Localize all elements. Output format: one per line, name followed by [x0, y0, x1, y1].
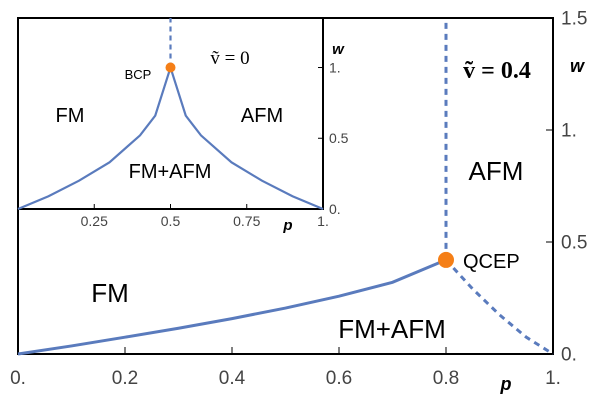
inset-xlabel: p	[282, 217, 292, 234]
inset-annotation: ṽ = 0	[210, 48, 249, 69]
main-ytick-label: 1.	[561, 121, 577, 142]
main-region-fm: FM	[91, 278, 129, 308]
inset-ytick-label: 1.	[329, 59, 341, 75]
main-ytick-label: 0.5	[561, 233, 587, 254]
main-xtick-label: 0.	[10, 368, 26, 389]
main-xtick-label: 0.2	[112, 368, 138, 389]
inset-axes: 0.25 0.5 0.75 1.0.0.51.	[81, 59, 349, 229]
main-xlabel: p	[500, 374, 512, 394]
main-ytick-label: 0.	[561, 345, 577, 366]
main-critical-point-marker	[438, 251, 454, 268]
inset-xtick-label: 0.5	[161, 213, 181, 229]
inset-plot-frame	[17, 17, 324, 210]
inset-series-solid-line	[17, 67, 172, 211]
inset-region-afm: AFM	[241, 105, 283, 127]
inset-ylabel: w	[332, 41, 345, 58]
main-annotation: ṽ = 0.4	[463, 58, 531, 84]
inset-point-label: BCP	[125, 67, 152, 82]
inset-series-solid-line	[169, 67, 324, 211]
inset-region-fm-afm: FM+AFM	[129, 161, 212, 183]
main-xtick-label: 0.8	[433, 368, 459, 389]
inset-xtick-label: 0.25	[81, 213, 108, 229]
main-xtick-label: 0.6	[326, 368, 352, 389]
inset-xtick-label: 1.	[317, 213, 329, 229]
inset-ytick-label: 0.5	[329, 130, 349, 146]
inset-series	[17, 18, 324, 211]
inset-region-fm: FM	[56, 105, 85, 127]
main-series-dashed-line	[444, 258, 554, 356]
main-xtick-label: 1.	[545, 368, 561, 389]
main-ylabel: w	[570, 56, 585, 76]
main-xtick-label: 0.4	[219, 368, 246, 389]
main-series	[17, 18, 554, 356]
inset-ytick-label: 0.	[329, 201, 341, 217]
main-region-afm: AFM	[469, 156, 524, 186]
inset-xtick-label: 0.75	[233, 213, 260, 229]
main-region-fm-afm: FM+AFM	[338, 314, 446, 344]
main-axes: 0. 0.2 0.4 0.6 0.8 1.0.0.51.1.5	[10, 9, 587, 389]
main-series-solid-line	[17, 258, 447, 356]
main-ytick-label: 1.5	[561, 9, 587, 30]
inset-critical-point-marker	[165, 62, 176, 73]
main-point-label: QCEP	[463, 251, 520, 273]
